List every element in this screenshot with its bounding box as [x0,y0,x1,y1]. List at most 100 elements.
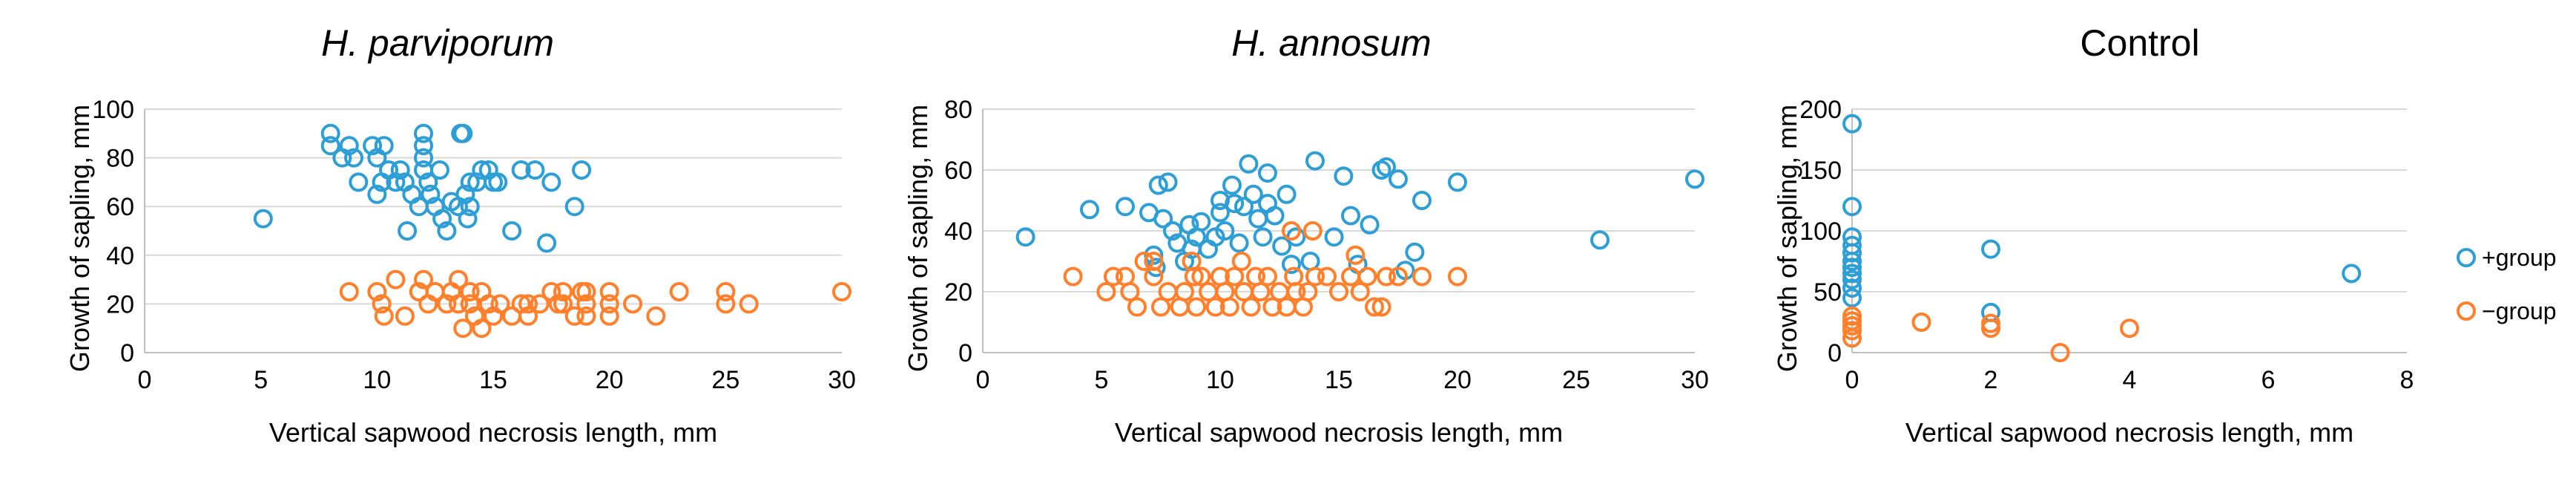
data-point [537,233,557,253]
y-tick-label: 150 [1799,157,1842,185]
data-point [518,306,538,326]
data-point [386,269,406,290]
data-point [395,306,415,326]
x-tick-label: 10 [1206,366,1234,394]
x-tick-label: 0 [976,366,990,394]
data-point [1184,266,1204,287]
data-point [739,294,759,314]
data-point [1272,236,1292,256]
data-point [1243,184,1263,204]
data-point [572,160,592,180]
data-point [432,209,452,229]
data-point [1258,266,1277,287]
data-point [1345,245,1366,265]
data-point [1219,297,1239,317]
data-point [1239,154,1259,174]
y-tick-label: 60 [106,193,134,221]
data-point [1225,194,1245,214]
y-axis-label: Growth of sapling, mm [1772,105,1802,372]
data-point [1144,266,1164,287]
data-point [449,294,468,314]
data-point [1248,209,1268,229]
data-point [414,136,433,156]
x-tick-label: 25 [711,366,739,394]
chart-panel-0: H. parviporum 0 20 40 60 80 100 0 5 10 15 20 25 30 Ver… [65,22,856,448]
data-point [418,172,438,192]
data-point [1251,282,1271,301]
data-point [1389,266,1408,287]
data-point [1842,328,1862,348]
data-point [1241,297,1261,317]
data-point [1302,221,1322,241]
data-point [1334,166,1354,186]
y-tick-label: 0 [1828,339,1842,367]
data-point [253,209,273,229]
legend-label-minus: −group [2482,298,2557,324]
data-point [1377,157,1396,177]
data-point [1842,278,1862,298]
chart-panel-2: Control 0 50 100 150 200 0 2 4 6 8 Vertical sapwood… [1772,22,2414,448]
data-point [1258,163,1277,183]
data-point [1350,282,1370,301]
data-point [414,148,433,168]
y-tick-label: 20 [106,290,134,318]
series-plus [1842,114,2362,322]
data-point [1277,184,1297,204]
data-point [1116,197,1135,217]
data-point [1842,197,1862,217]
data-point [1341,206,1360,226]
data-point [1144,245,1164,265]
data-point [716,294,736,314]
data-point [1191,266,1211,287]
data-point [1120,282,1140,301]
data-point [414,269,433,290]
data-point [2120,318,2139,339]
data-point [1317,266,1337,287]
y-tick-label: 100 [92,96,134,124]
data-point [1234,197,1254,217]
data-point [460,282,480,301]
data-point [1153,209,1173,229]
data-point [490,294,510,314]
y-tick-label: 20 [944,278,972,307]
data-point [1286,282,1306,301]
x-axis-label: Vertical sapwood necrosis length, mm [1115,417,1563,448]
data-point [458,209,478,229]
data-point [453,123,473,143]
data-point [646,306,666,326]
data-point [1842,269,1862,290]
data-point [349,172,369,192]
legend-marker-plus [2457,248,2476,267]
data-point [1305,266,1325,287]
data-point [518,294,538,314]
data-point [1412,266,1432,287]
data-point [460,197,480,217]
data-point [576,306,596,326]
data-point [599,306,619,326]
data-point [1187,297,1206,317]
data-point [564,197,584,217]
y-axis-label: Growth of sapling, mm [903,105,933,372]
chart-panel-1: H. annosum 0 20 40 60 80 0 5 10 15 20 25 30 Vertical … [903,22,1709,448]
x-tick-label: 2 [1984,366,1998,394]
data-point [1134,252,1154,271]
data-point [1148,175,1168,195]
data-point [1842,252,1862,271]
x-tick-label: 20 [1443,366,1472,394]
data-point [1357,266,1377,287]
x-tick-label: 8 [2400,366,2414,394]
data-point [1981,318,2000,339]
data-point [1210,203,1230,223]
data-point [339,136,359,156]
data-point [478,160,498,180]
data-point [429,160,449,180]
data-point [437,221,457,241]
data-point [1163,221,1182,241]
data-point [363,136,383,156]
data-point [525,160,545,180]
data-point [460,172,480,192]
x-tick-label: 25 [1562,366,1590,394]
y-tick-label: 60 [944,157,972,185]
data-point [1229,233,1249,253]
